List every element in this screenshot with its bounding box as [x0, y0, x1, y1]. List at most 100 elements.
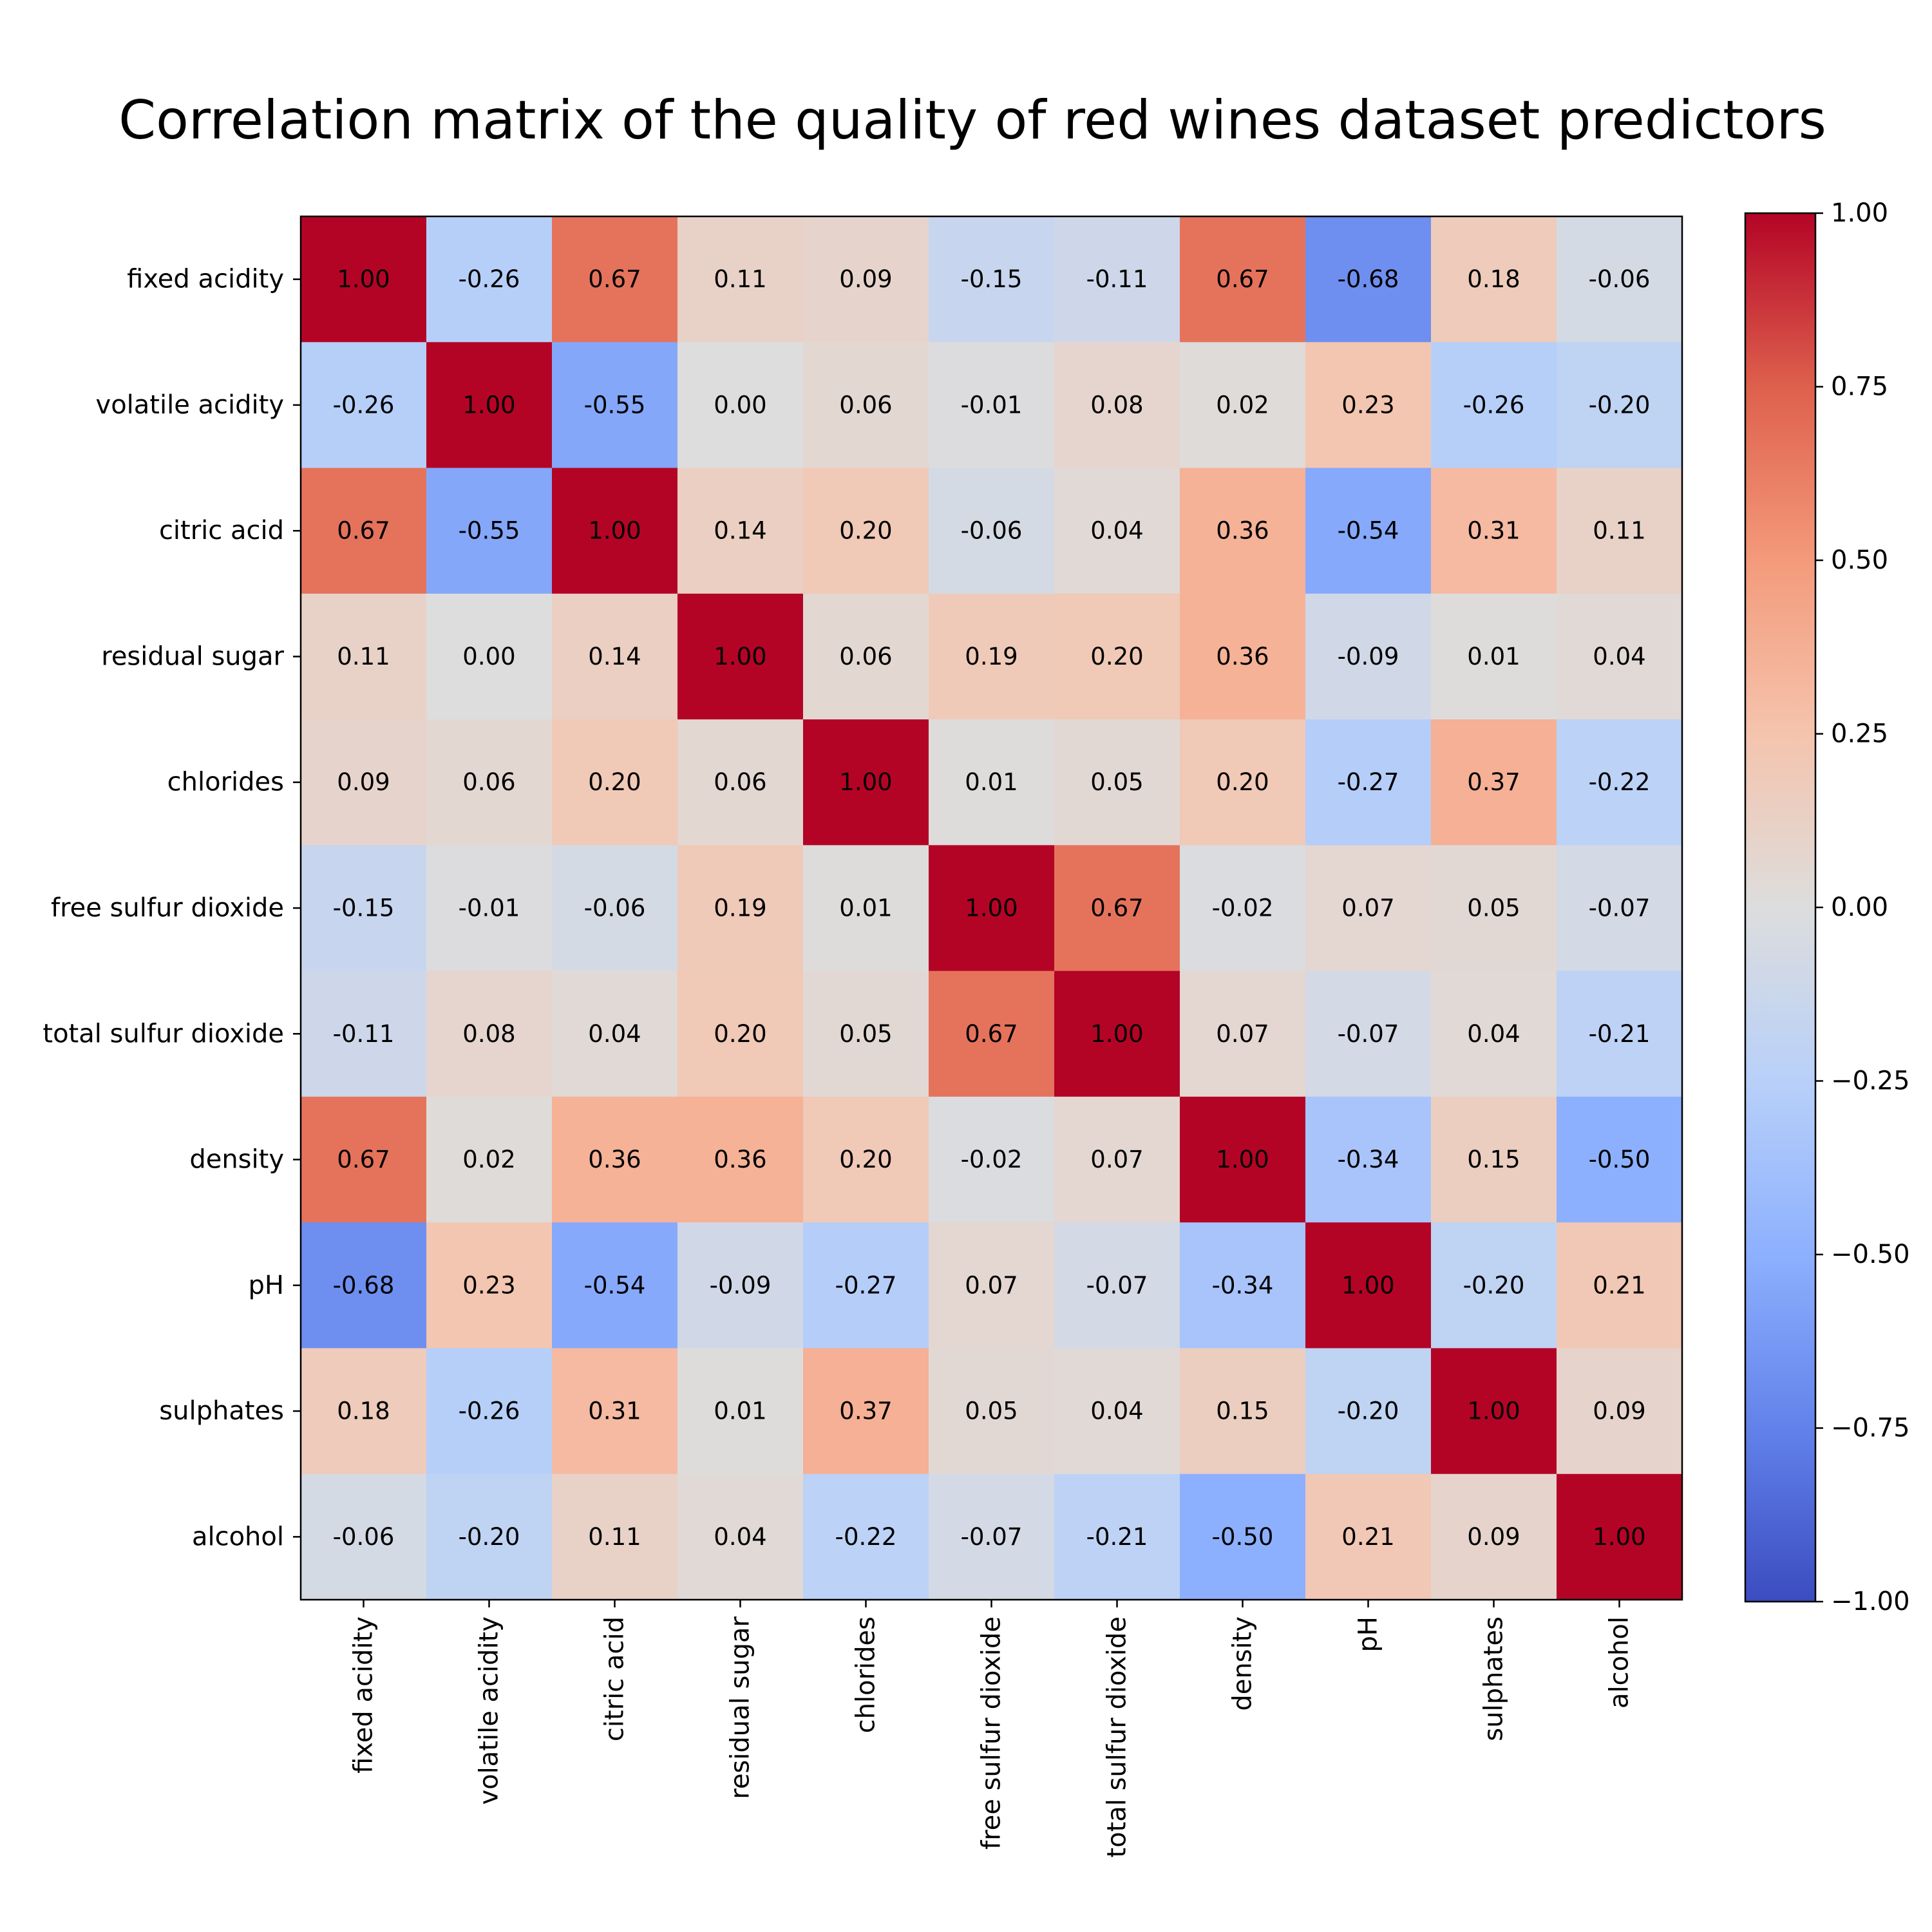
cell-value-label: -0.15	[961, 265, 1023, 293]
y-tick-label: citric acid	[159, 516, 284, 545]
y-tick-label: sulphates	[159, 1396, 284, 1426]
heatmap-cell	[552, 342, 678, 469]
cell-value-label: -0.20	[1338, 1397, 1399, 1425]
heatmap-cell	[929, 1473, 1055, 1600]
cell-value-label: -0.01	[459, 895, 520, 922]
heatmap-cell	[426, 342, 553, 469]
cell-value-label: 0.08	[1090, 391, 1143, 419]
cell-value-label: 0.09	[1593, 1397, 1645, 1425]
heatmap-cell	[1054, 1096, 1180, 1223]
cell-value-label: 0.67	[1216, 265, 1269, 293]
x-tick-label: citric acid	[600, 1616, 630, 1741]
cell-value-label: 0.19	[965, 643, 1018, 670]
heatmap-cell	[552, 1348, 678, 1475]
heatmap-cell	[1054, 845, 1180, 972]
cell-value-label: 0.36	[714, 1146, 766, 1173]
x-tick-label: volatile acidity	[475, 1616, 504, 1804]
cell-value-label: 0.06	[839, 391, 892, 419]
cell-value-label: -0.06	[1589, 265, 1651, 293]
cell-value-label: 0.37	[839, 1397, 892, 1425]
heatmap-cell	[1180, 593, 1306, 720]
chart-title: Correlation matrix of the quality of red…	[118, 89, 1826, 151]
heatmap-cell	[929, 1348, 1055, 1475]
heatmap-cell	[1305, 719, 1432, 846]
heatmap-cell	[929, 1096, 1055, 1223]
cell-value-label: -0.26	[459, 265, 520, 293]
heatmap-cell	[552, 1473, 678, 1600]
cell-value-label: -0.02	[1212, 895, 1274, 922]
cell-value-label: -0.22	[1589, 768, 1651, 796]
cell-value-label: -0.11	[333, 1020, 395, 1048]
cell-value-label: 0.21	[1341, 1523, 1394, 1551]
heatmap-cell	[1054, 342, 1180, 469]
heatmap-cell	[426, 1222, 553, 1349]
cell-value-label: -0.02	[961, 1146, 1023, 1173]
cell-value-label: 0.01	[1467, 643, 1520, 670]
heatmap-cell	[1180, 1222, 1306, 1349]
heatmap-cell	[677, 468, 804, 594]
cell-value-label: -0.54	[1338, 517, 1399, 545]
cell-value-label: 0.09	[1467, 1523, 1520, 1551]
cell-value-label: 0.20	[714, 1020, 766, 1048]
cell-value-label: 0.67	[965, 1020, 1018, 1048]
heatmap-cell	[426, 1096, 553, 1223]
cell-value-label: 0.04	[1090, 1397, 1143, 1425]
cell-value-label: 0.67	[1090, 895, 1143, 922]
heatmap-cell	[1557, 1473, 1683, 1600]
heatmap-cell	[552, 216, 678, 343]
heatmap-cell	[1431, 1222, 1557, 1349]
cell-value-label: 0.07	[1090, 1146, 1143, 1173]
heatmap-cell	[677, 1473, 804, 1600]
heatmap-cell	[301, 1348, 427, 1475]
cell-value-label: -0.55	[459, 517, 520, 545]
cell-value-label: 0.11	[588, 1523, 641, 1551]
y-tick-label: chlorides	[167, 768, 284, 797]
cell-value-label: -0.21	[1589, 1020, 1651, 1048]
colorbar-tick-label: 0.00	[1831, 893, 1888, 922]
cell-value-label: 0.06	[462, 768, 515, 796]
y-axis-ticks: fixed acidity volatile acidity citric acid…	[43, 265, 301, 1551]
heatmap-cell	[929, 342, 1055, 469]
cell-value-label: 0.01	[839, 895, 892, 922]
cell-value-label: 0.37	[1467, 768, 1520, 796]
heatmap-cell	[1180, 216, 1306, 343]
heatmap-cell	[426, 216, 553, 343]
heatmap-cell	[803, 216, 929, 343]
heatmap-cell	[803, 468, 929, 594]
cell-value-label: 1.00	[1341, 1271, 1394, 1299]
y-tick-label: alcohol	[192, 1522, 284, 1551]
colorbar-tick-label: −0.75	[1831, 1414, 1910, 1443]
cell-value-label: 0.01	[714, 1397, 766, 1425]
cell-value-label: -0.15	[333, 895, 395, 922]
cell-value-label: 0.07	[1341, 895, 1394, 922]
heatmap-cell	[552, 971, 678, 1097]
cell-value-label: 0.31	[1467, 517, 1520, 545]
cell-value-label: 0.19	[714, 895, 766, 922]
cell-value-label: -0.21	[1086, 1523, 1148, 1551]
heatmap-cell	[1180, 342, 1306, 469]
cell-value-label: 1.00	[965, 895, 1018, 922]
cell-value-label: -0.27	[1338, 768, 1399, 796]
cell-value-label: 0.09	[337, 768, 390, 796]
cell-value-label: 0.06	[714, 768, 766, 796]
cell-value-label: -0.20	[459, 1523, 520, 1551]
heatmap-cell	[301, 1222, 427, 1349]
cell-value-label: -0.07	[1086, 1271, 1148, 1299]
heatmap-cell	[1180, 1096, 1306, 1223]
cell-value-label: 0.08	[462, 1020, 515, 1048]
cell-value-label: 1.00	[1467, 1397, 1520, 1425]
heatmap-cell	[301, 845, 427, 972]
heatmap-cell	[1557, 468, 1683, 594]
heatmap-cell	[1431, 342, 1557, 469]
heatmap-cell	[301, 1473, 427, 1600]
heatmap-cell	[803, 1096, 929, 1223]
cell-value-label: 0.36	[1216, 643, 1269, 670]
x-tick-label: chlorides	[851, 1616, 881, 1733]
cell-value-label: 0.20	[1216, 768, 1269, 796]
colorbar-tick-label: 0.50	[1831, 545, 1888, 575]
heatmap-cells	[301, 216, 1683, 1600]
heatmap-cell	[552, 1096, 678, 1223]
heatmap-cell	[929, 216, 1055, 343]
heatmap-cell	[803, 342, 929, 469]
